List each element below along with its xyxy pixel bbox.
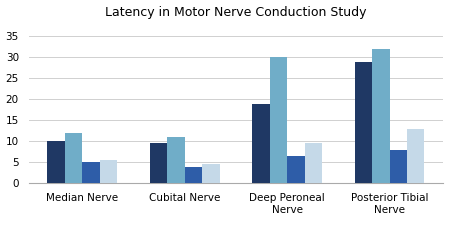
Bar — [407, 129, 424, 183]
Bar — [167, 137, 185, 183]
Bar — [390, 150, 407, 183]
Bar — [82, 162, 99, 183]
Bar — [270, 57, 287, 183]
Bar — [372, 49, 390, 183]
Bar — [65, 133, 82, 183]
Bar — [287, 156, 305, 183]
Bar — [47, 141, 65, 183]
Legend: Proximal-Study 1, Proximal-Study 2, Distal-Study 1, Distal-Study 2: Proximal-Study 1, Proximal-Study 2, Dist… — [55, 233, 417, 235]
Title: Latency in Motor Nerve Conduction Study: Latency in Motor Nerve Conduction Study — [105, 6, 367, 19]
Bar — [150, 143, 167, 183]
Bar — [305, 143, 322, 183]
Bar — [252, 104, 270, 183]
Bar — [202, 164, 220, 183]
Bar — [99, 160, 117, 183]
Bar — [355, 62, 372, 183]
Bar — [185, 167, 202, 183]
